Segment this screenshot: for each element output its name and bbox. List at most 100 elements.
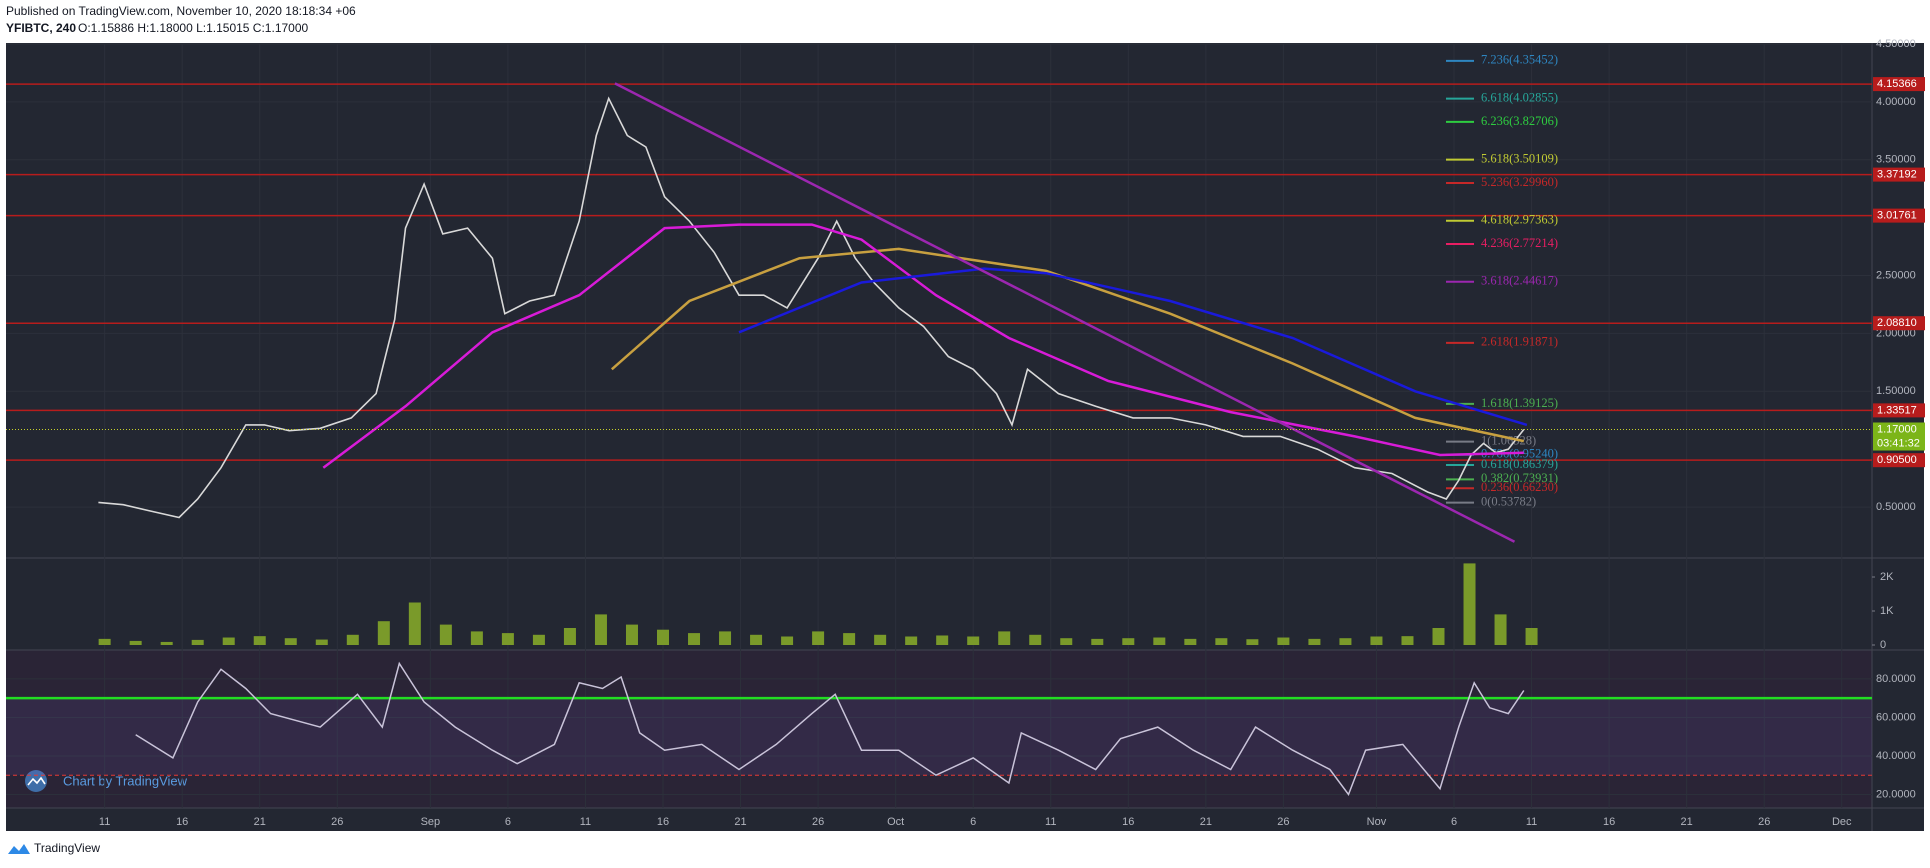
volume-bar [191, 639, 204, 645]
volume-bar [439, 624, 452, 645]
level-tag-label: 2.08810 [1877, 317, 1917, 329]
volume-bar [594, 614, 607, 645]
volume-bar [781, 636, 794, 645]
volume-bar [1184, 638, 1197, 645]
x-tick-label: 11 [1045, 816, 1056, 828]
watermark: Chart by TradingView [25, 770, 188, 792]
level-tag-label: 4.15366 [1877, 78, 1917, 90]
x-tick-label: 16 [1122, 816, 1134, 828]
published: Published on TradingView.com, November 1… [6, 4, 356, 18]
x-tick-label: 26 [331, 816, 343, 828]
volume-bar [532, 634, 545, 645]
volume-bar [1029, 634, 1042, 645]
fib-label: 1(1.06528) [1481, 433, 1536, 447]
x-tick-label: 21 [734, 816, 746, 828]
volume-bar [1308, 638, 1321, 645]
y-tick-label: 2K [1880, 571, 1894, 583]
fib-label: 1.618(1.39125) [1481, 396, 1558, 410]
watermark-text: Chart by TradingView [63, 773, 188, 788]
level-tag [1873, 316, 1925, 331]
volume-bar [1277, 637, 1290, 645]
level-tag [1873, 208, 1925, 223]
x-tick-label: 11 [1526, 816, 1537, 828]
y-tick-label: 3.50000 [1876, 154, 1916, 166]
volume-bar [936, 635, 949, 645]
y-tick-label: 60.0000 [1876, 711, 1916, 723]
level-tag-label: 0.90500 [1877, 454, 1917, 466]
watermark-icon [27, 776, 46, 786]
x-tick-label: 11 [99, 816, 110, 828]
fib-label: 0.236(0.66230) [1481, 480, 1558, 494]
volume-bar [1525, 628, 1538, 645]
y-tick-label: 0 [1880, 639, 1886, 651]
x-tick-label: 16 [1603, 816, 1615, 828]
volume-bar [1153, 637, 1166, 645]
volume-bar [253, 636, 266, 645]
x-tick-label: 21 [254, 816, 266, 828]
volume-bar [563, 628, 576, 645]
y-tick-label: 0.50000 [1876, 501, 1916, 513]
fib-label: 3.618(2.44617) [1481, 274, 1558, 288]
x-tick-label: Nov [1367, 816, 1387, 828]
ohlc: O:1.15886 H:1.18000 L:1.15015 C:1.17000 [78, 21, 309, 35]
x-tick-label: 26 [812, 816, 824, 828]
last-price-tag [1873, 422, 1925, 451]
x-tick-label: Dec [1832, 816, 1852, 828]
volume-bar [1494, 614, 1507, 645]
fib-label: 5.618(3.50109) [1481, 152, 1558, 166]
volume-bar [719, 631, 732, 645]
y-tick-label: 1.50000 [1876, 385, 1916, 397]
x-tick-label: 6 [970, 816, 976, 828]
volume-bar [1401, 636, 1414, 645]
rsi-line [135, 661, 1525, 797]
volume-bar [470, 631, 483, 645]
volume-bar [160, 641, 173, 645]
x-tick-label: 26 [1277, 816, 1289, 828]
level-tag [1873, 77, 1925, 92]
indicator-line [610, 247, 1525, 443]
y-tick-label: 4.50000 [1876, 38, 1916, 50]
y-tick-label: 40.0000 [1876, 750, 1916, 762]
volume-bar [1339, 638, 1352, 645]
volume-bar [1215, 638, 1228, 645]
x-tick-label: 26 [1758, 816, 1770, 828]
fib-label: 4.618(2.97363) [1481, 213, 1558, 227]
level-tag-label: 1.33517 [1877, 404, 1917, 416]
x-tick-label: 6 [505, 816, 511, 828]
volume-bar [346, 634, 359, 645]
fib-label: 2.618(1.91871) [1481, 335, 1558, 349]
x-tick-label: 21 [1681, 816, 1693, 828]
level-tag [1873, 167, 1925, 182]
volume-bar [998, 631, 1011, 645]
volume-bar [1122, 638, 1135, 645]
volume-bar [1463, 563, 1476, 645]
y-tick-label: 4.00000 [1876, 96, 1916, 108]
volume-bar [377, 621, 390, 645]
volume-bar [1091, 638, 1104, 645]
volume-bar [657, 629, 670, 645]
volume-bar [408, 602, 421, 645]
volume-bar [1060, 638, 1073, 645]
volume-bar [1432, 628, 1445, 645]
y-tick-label: 20.0000 [1876, 788, 1916, 800]
volume-bar [1370, 636, 1383, 645]
volume-bar [843, 633, 856, 645]
level-tag-label: 3.01761 [1877, 210, 1917, 222]
rsi-background [6, 650, 1872, 808]
x-tick-label: 16 [176, 816, 188, 828]
volume-bar [625, 624, 638, 645]
level-tag [1873, 453, 1925, 468]
fib-label: 0(0.53782) [1481, 495, 1536, 509]
brand-logo [8, 844, 30, 854]
fib-label: 5.236(3.29960) [1481, 175, 1558, 189]
level-tag [1873, 403, 1925, 418]
volume-bar [129, 640, 142, 645]
volume-bar [98, 638, 111, 645]
x-tick-label: Sep [421, 816, 441, 828]
volume-bar [315, 639, 328, 645]
rsi-band [6, 698, 1872, 776]
last-price-label: 1.17000 [1877, 423, 1917, 435]
countdown: 03:41:32 [1877, 437, 1920, 449]
